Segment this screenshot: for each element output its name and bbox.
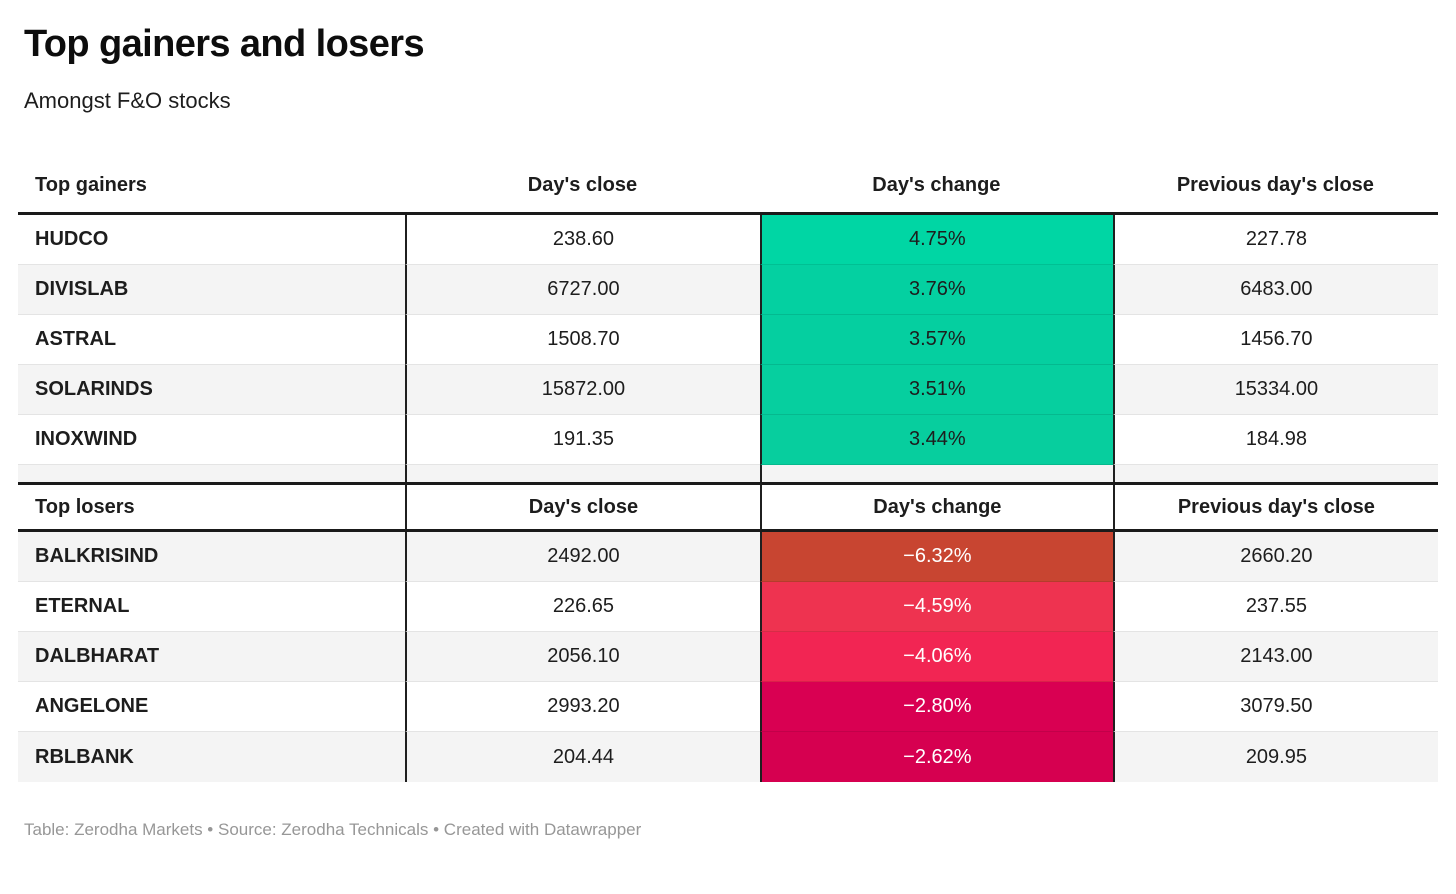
days-close-value: 1508.70 [404,315,760,365]
gainers-losers-table: Top gainers Day's close Day's change Pre… [18,160,1438,782]
stock-name: DIVISLAB [18,265,405,315]
days-change-value: −2.80% [759,682,1113,732]
days-change-value: 3.57% [759,315,1113,365]
column-header-days-close: Day's close [404,482,760,532]
prev-close-value: 2143.00 [1112,632,1438,682]
stock-name: ANGELONE [18,682,405,732]
gainers-section-label: Top gainers [18,160,405,215]
table-row: HUDCO 238.60 4.75% 227.78 [18,215,1438,265]
table-row: ETERNAL 226.65 −4.59% 237.55 [18,582,1438,632]
prev-close-value: 184.98 [1112,415,1438,465]
days-change-value: 3.76% [759,265,1113,315]
table-row: DALBHARAT 2056.10 −4.06% 2143.00 [18,632,1438,682]
losers-section-label: Top losers [18,482,405,532]
days-close-value: 2056.10 [404,632,760,682]
prev-close-value: 3079.50 [1112,682,1438,732]
column-header-prev-close: Previous day's close [1112,160,1438,215]
days-change-value: −4.06% [759,632,1113,682]
stock-name: ASTRAL [18,315,405,365]
prev-close-value: 227.78 [1112,215,1438,265]
section-spacer-row [18,465,1438,482]
page-subtitle: Amongst F&O stocks [24,88,231,113]
prev-close-value: 1456.70 [1112,315,1438,365]
attribution-footer: Table: Zerodha Markets • Source: Zerodha… [24,820,642,839]
stock-name: HUDCO [18,215,405,265]
prev-close-value: 2660.20 [1112,532,1438,582]
days-close-value: 6727.00 [404,265,760,315]
table-row: ANGELONE 2993.20 −2.80% 3079.50 [18,682,1438,732]
column-header-days-close: Day's close [404,160,760,215]
prev-close-value: 237.55 [1112,582,1438,632]
losers-header-row: Top losers Day's close Day's change Prev… [18,482,1438,532]
prev-close-value: 6483.00 [1112,265,1438,315]
table-row: RBLBANK 204.44 −2.62% 209.95 [18,732,1438,782]
days-close-value: 2993.20 [404,682,760,732]
prev-close-value: 209.95 [1112,732,1438,782]
table-row: INOXWIND 191.35 3.44% 184.98 [18,415,1438,465]
days-change-value: 3.51% [759,365,1113,415]
page-title: Top gainers and losers [24,23,425,65]
days-change-value: −6.32% [759,532,1113,582]
table-row: SOLARINDS 15872.00 3.51% 15334.00 [18,365,1438,415]
days-close-value: 238.60 [404,215,760,265]
column-header-days-change: Day's change [759,482,1113,532]
column-header-prev-close: Previous day's close [1112,482,1438,532]
days-close-value: 226.65 [404,582,760,632]
stock-name: ETERNAL [18,582,405,632]
days-change-value: 4.75% [759,215,1113,265]
table-row: BALKRISIND 2492.00 −6.32% 2660.20 [18,532,1438,582]
days-close-value: 15872.00 [404,365,760,415]
table-row: DIVISLAB 6727.00 3.76% 6483.00 [18,265,1438,315]
days-close-value: 191.35 [404,415,760,465]
prev-close-value: 15334.00 [1112,365,1438,415]
days-close-value: 204.44 [404,732,760,782]
stock-name: BALKRISIND [18,532,405,582]
days-change-value: −4.59% [759,582,1113,632]
column-header-days-change: Day's change [759,160,1113,215]
days-change-value: −2.62% [759,732,1113,782]
gainers-header-row: Top gainers Day's close Day's change Pre… [18,160,1438,215]
stock-name: RBLBANK [18,732,405,782]
stock-name: SOLARINDS [18,365,405,415]
days-change-value: 3.44% [759,415,1113,465]
stock-name: DALBHARAT [18,632,405,682]
stock-name: INOXWIND [18,415,405,465]
table-row: ASTRAL 1508.70 3.57% 1456.70 [18,315,1438,365]
days-close-value: 2492.00 [404,532,760,582]
